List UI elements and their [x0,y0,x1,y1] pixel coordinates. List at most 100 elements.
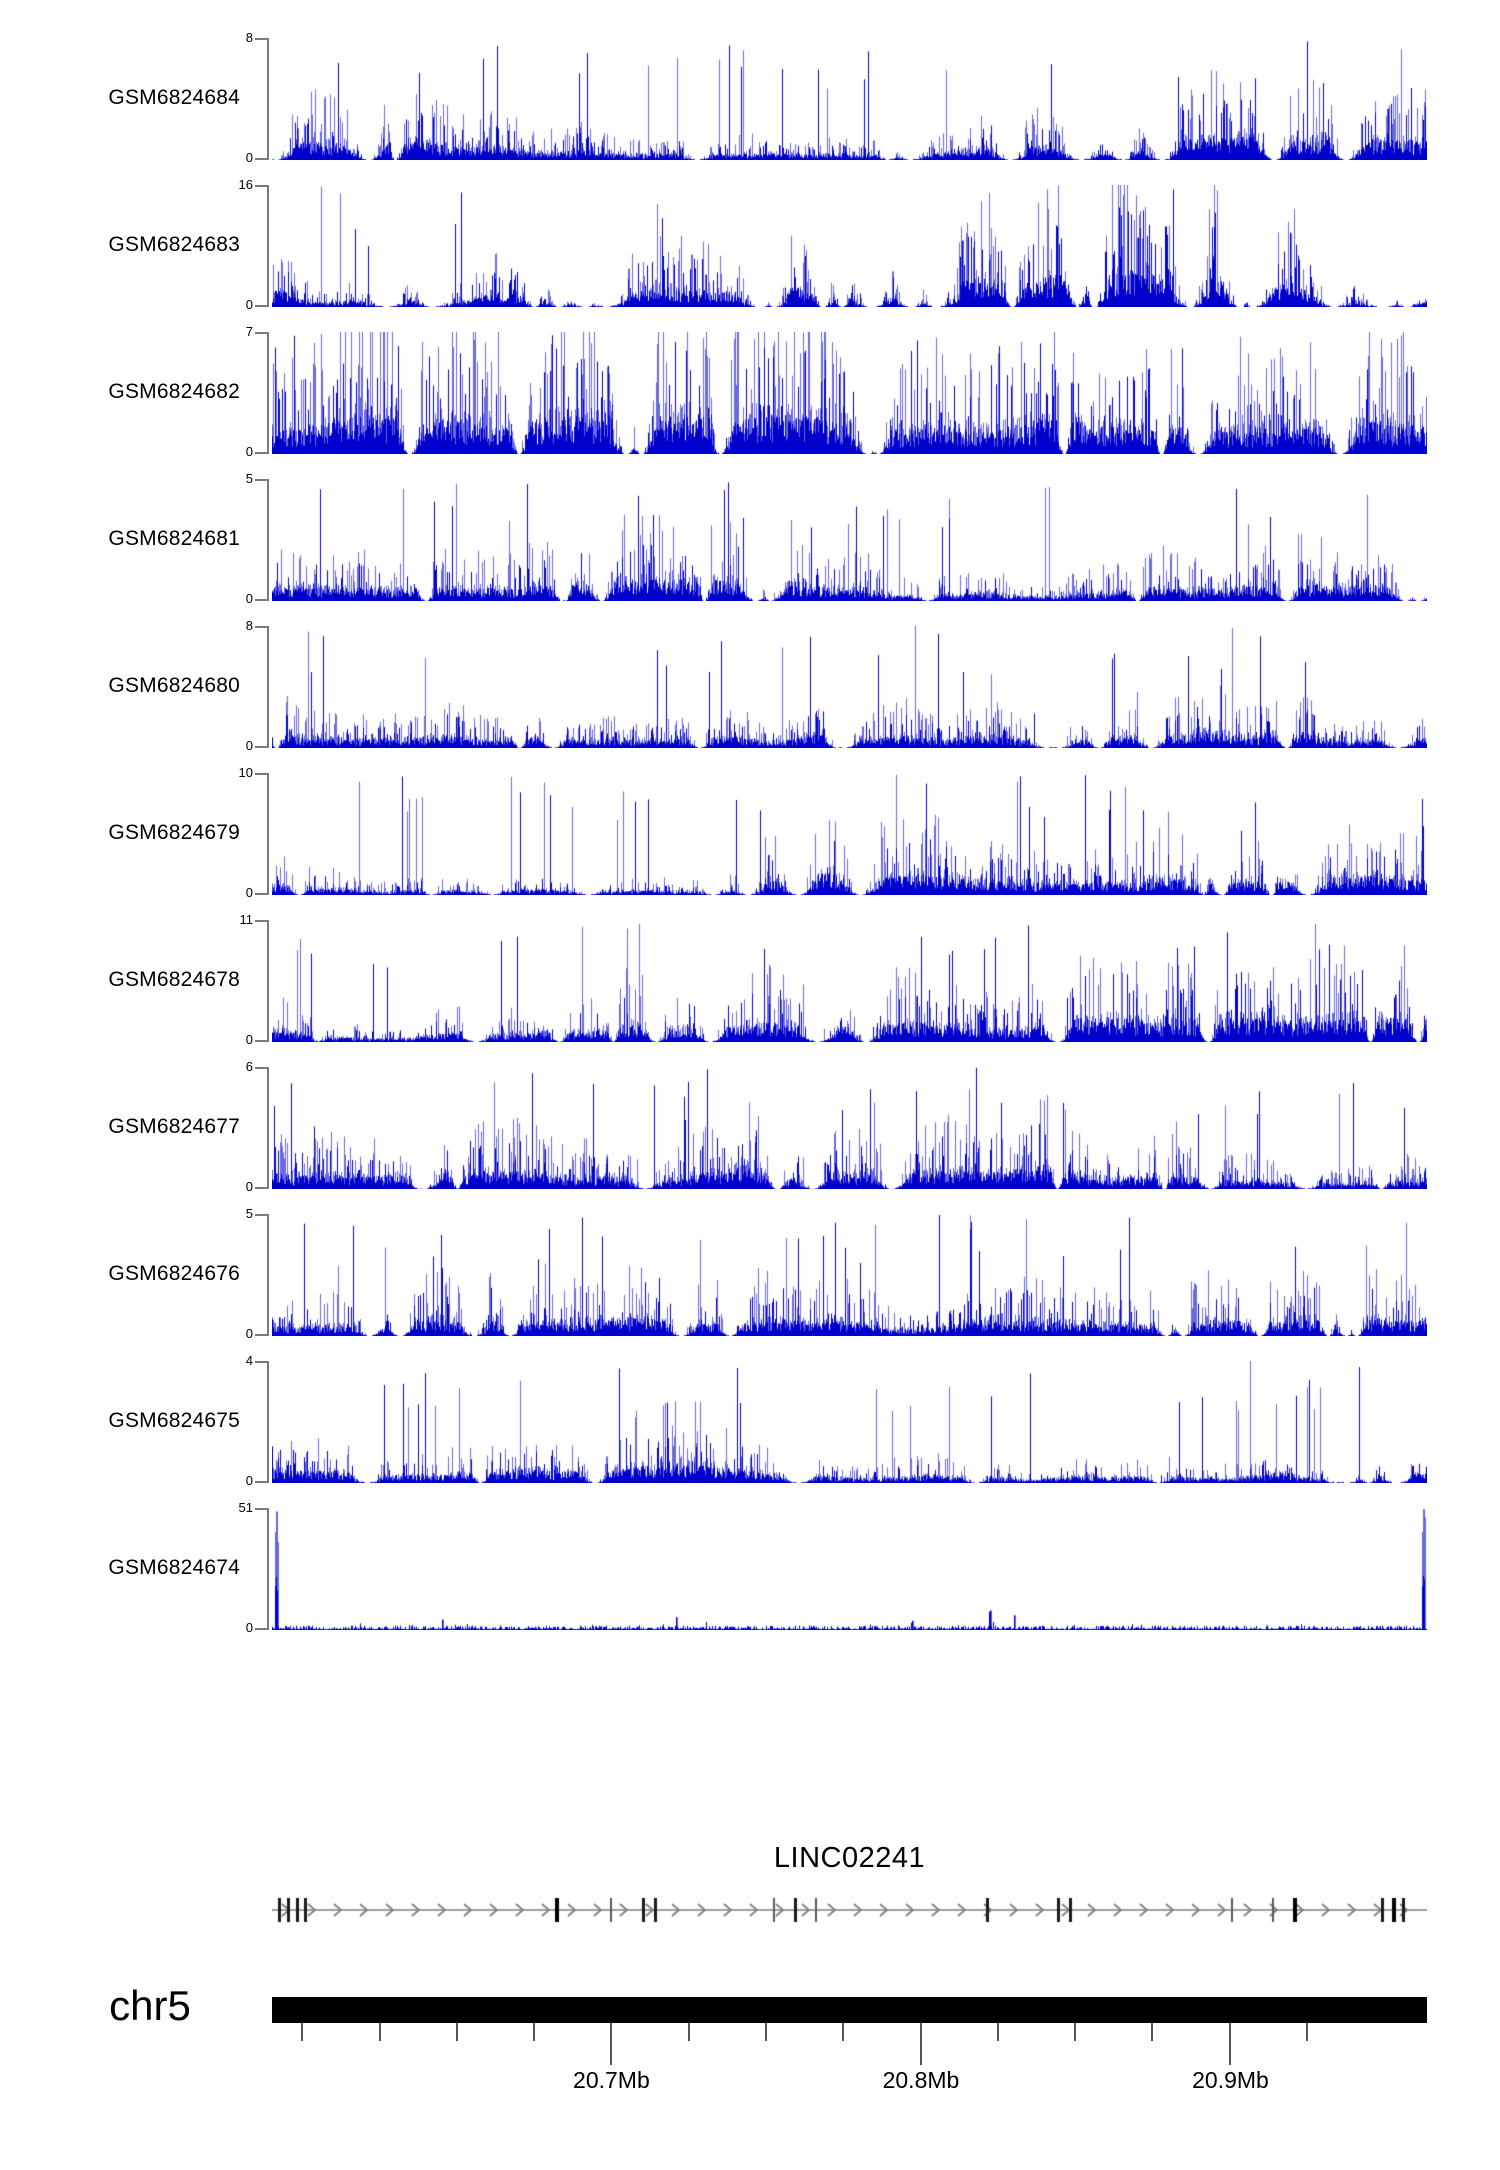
y-axis-max-label: 11 [239,912,254,927]
y-axis-max-label: 5 [245,471,253,486]
coverage-plot-area [272,1361,1427,1483]
track-sample-label: GSM6824682 [108,380,240,403]
axis-minor-tick [765,2023,768,2041]
axis-minor-tick [378,2023,381,2041]
track-sample-label: GSM6824674 [108,1556,240,1579]
axis-minor-tick [842,2023,845,2041]
coverage-plot-area [272,1067,1427,1189]
coverage-signal-canvas [272,1361,1427,1483]
coverage-signal-canvas [272,1508,1427,1630]
axis-tick-label: 20.9Mb [1192,2067,1269,2093]
axis-minor-tick [1305,2023,1308,2041]
y-axis-top-tick [255,1214,267,1216]
y-axis-min-label: 0 [245,1032,253,1047]
y-axis-max-label: 51 [238,1500,253,1515]
track-sample-label: GSM6824683 [108,233,240,256]
track-sample-label: GSM6824680 [108,674,240,697]
track-sample-label: GSM6824681 [108,527,240,550]
coverage-track: GSM6824678 11 0 [0,913,1500,1046]
y-axis-min-label: 0 [245,738,253,753]
y-axis-min-label: 0 [245,885,253,900]
y-axis-line [267,773,269,895]
coverage-track: GSM6824677 6 0 [0,1060,1500,1193]
coverage-signal-canvas [272,1214,1427,1336]
y-axis-bottom-tick [255,1334,267,1336]
coverage-track: GSM6824674 51 0 [0,1501,1500,1634]
coverage-track: GSM6824684 8 0 [0,31,1500,164]
y-axis-line [267,38,269,160]
y-axis-min-label: 0 [245,444,253,459]
gene-name-label: LINC02241 [773,1842,926,1874]
coverage-signal-canvas [272,479,1427,601]
y-axis-max-label: 7 [245,324,253,339]
y-axis-top-tick [255,626,267,628]
track-sample-label: GSM6824676 [108,1262,240,1285]
y-axis-line [267,332,269,454]
y-axis-min-label: 0 [245,150,253,165]
y-axis-line [267,626,269,748]
track-sample-label: GSM6824675 [108,1409,240,1432]
y-axis-bottom-tick [255,893,267,895]
axis-minor-tick [301,2023,304,2041]
y-axis-line [267,479,269,601]
track-sample-label: GSM6824684 [108,86,240,109]
axis-major-tick [1229,2023,1232,2065]
y-axis-top-tick [255,38,267,40]
y-axis-line [267,1067,269,1189]
y-axis-line [267,1508,269,1630]
y-axis-bottom-tick [255,746,267,748]
coverage-track: GSM6824683 16 0 [0,178,1500,311]
y-axis-max-label: 16 [238,177,253,192]
y-axis-bottom-tick [255,1040,267,1042]
coverage-plot-area [272,920,1427,1042]
y-axis-min-label: 0 [245,297,253,312]
y-axis-max-label: 8 [245,30,253,45]
coverage-plot-area [272,185,1427,307]
coverage-plot-area [272,38,1427,160]
y-axis-max-label: 6 [245,1059,253,1074]
axis-minor-tick [455,2023,458,2041]
y-axis-min-label: 0 [245,1620,253,1635]
coverage-track: GSM6824680 8 0 [0,619,1500,752]
y-axis-bottom-tick [255,452,267,454]
y-axis-line [267,920,269,1042]
coverage-plot-area [272,1508,1427,1630]
coverage-track: GSM6824676 5 0 [0,1207,1500,1340]
y-axis-top-tick [255,1508,267,1510]
y-axis-bottom-tick [255,1628,267,1630]
y-axis-line [267,1214,269,1336]
axis-minor-tick [1151,2023,1154,2041]
coverage-plot-area [272,1214,1427,1336]
y-axis-min-label: 0 [245,1179,253,1194]
y-axis-line [267,1361,269,1483]
coverage-plot-area [272,479,1427,601]
coverage-plot-area [272,332,1427,454]
y-axis-max-label: 10 [238,765,253,780]
coverage-track: GSM6824681 5 0 [0,472,1500,605]
genome-coordinate-axis: 20.7Mb 20.8Mb 20.9Mb [272,2023,1427,2143]
y-axis-max-label: 5 [245,1206,253,1221]
coverage-signal-canvas [272,626,1427,748]
y-axis-min-label: 0 [245,1473,253,1488]
y-axis-max-label: 8 [245,618,253,633]
y-axis-bottom-tick [255,158,267,160]
gene-annotation-track: LINC02241 [0,1840,1500,1960]
axis-minor-tick [996,2023,999,2041]
axis-tick-label: 20.7Mb [573,2067,650,2093]
coverage-signal-canvas [272,185,1427,307]
coverage-track: GSM6824675 4 0 [0,1354,1500,1487]
y-axis-top-tick [255,773,267,775]
y-axis-top-tick [255,1067,267,1069]
axis-tick-label: 20.8Mb [882,2067,960,2093]
y-axis-bottom-tick [255,599,267,601]
coverage-track: GSM6824682 7 0 [0,325,1500,458]
coverage-plot-area [272,626,1427,748]
y-axis-min-label: 0 [245,591,253,606]
axis-minor-tick [687,2023,690,2041]
track-sample-label: GSM6824677 [108,1115,240,1138]
coverage-plot-area [272,773,1427,895]
track-sample-label: GSM6824678 [108,968,240,991]
gene-model-glyph [272,1888,1427,1928]
axis-minor-tick [1074,2023,1077,2041]
